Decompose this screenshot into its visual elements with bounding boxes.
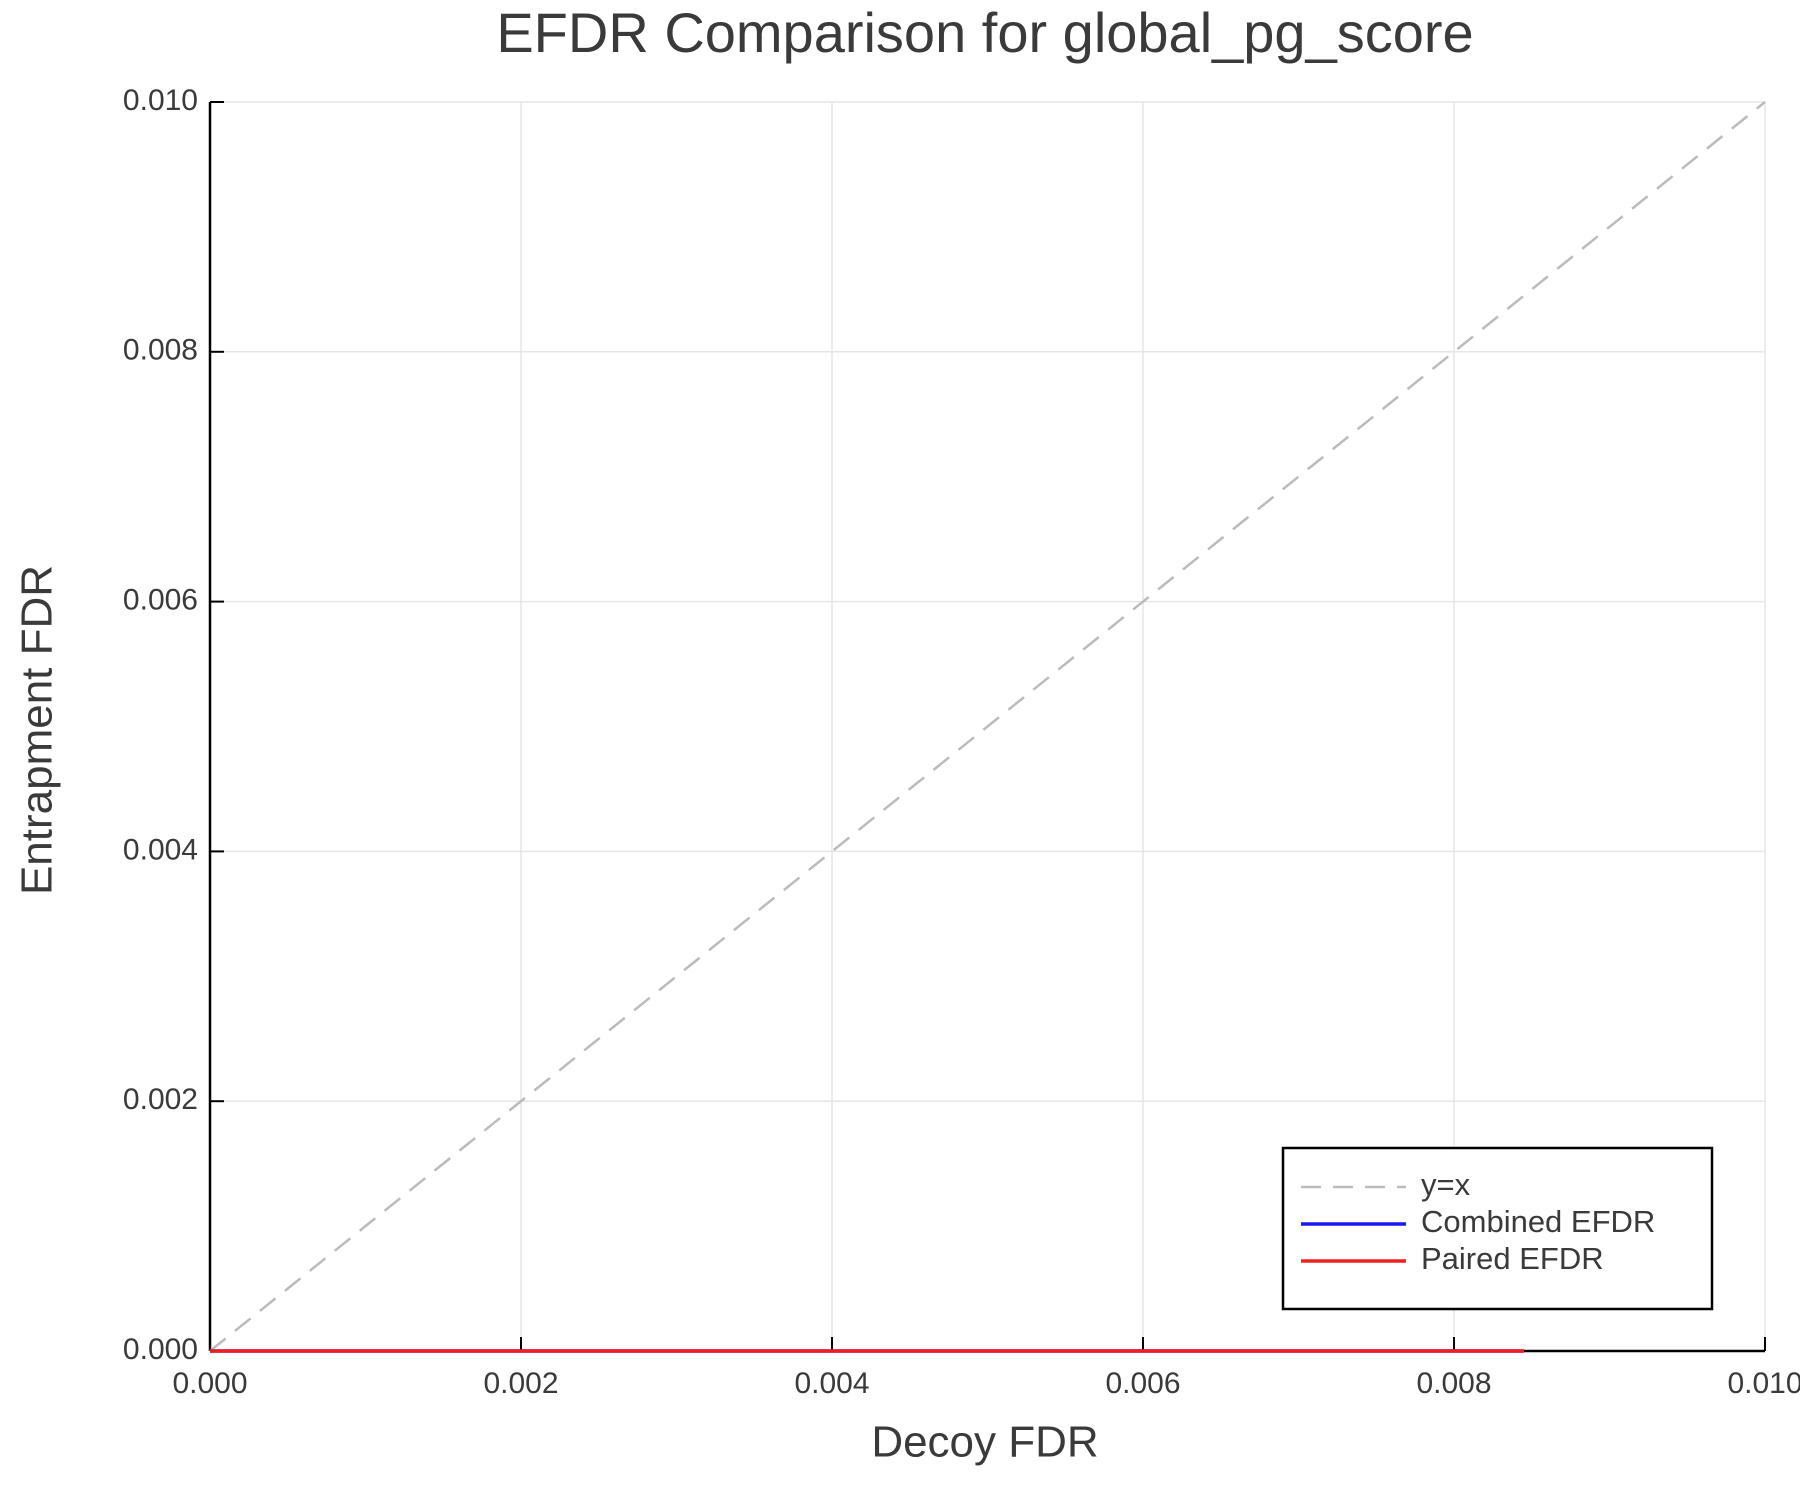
legend-label: Combined EFDR <box>1421 1204 1655 1239</box>
x-tick-label: 0.008 <box>1416 1367 1491 1400</box>
y-tick-label: 0.008 <box>123 334 198 367</box>
x-tick-label: 0.010 <box>1727 1367 1800 1400</box>
legend-label: y=x <box>1421 1167 1471 1202</box>
legend-label: Paired EFDR <box>1421 1241 1604 1276</box>
y-tick-label: 0.000 <box>123 1333 198 1366</box>
y-tick-label: 0.002 <box>123 1083 198 1116</box>
series-line <box>209 101 1766 1352</box>
chart-title: EFDR Comparison for global_pg_score <box>496 1 1473 64</box>
y-tick-label: 0.004 <box>123 833 198 866</box>
y-axis-label: Entrapment FDR <box>13 565 62 895</box>
y-tick-label: 0.006 <box>123 584 198 617</box>
x-tick-label: 0.000 <box>172 1367 247 1400</box>
x-tick-label: 0.006 <box>1105 1367 1180 1400</box>
x-tick-label: 0.002 <box>483 1367 558 1400</box>
x-tick-label: 0.004 <box>794 1367 869 1400</box>
y-tick-label: 0.010 <box>123 84 198 117</box>
x-axis-label: Decoy FDR <box>871 1418 1098 1467</box>
legend-box <box>1281 1146 1714 1311</box>
